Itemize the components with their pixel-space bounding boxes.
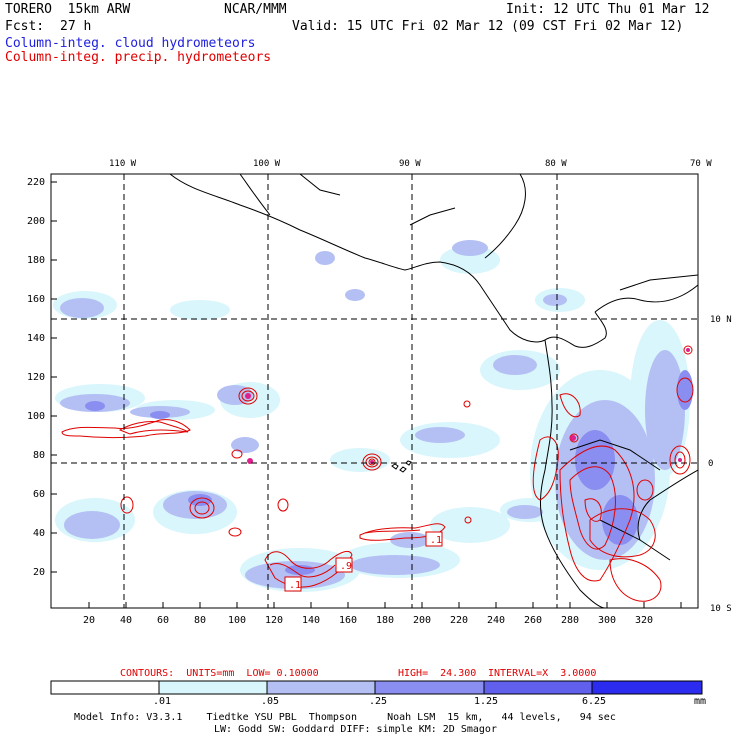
lat-label-0: 0 (708, 459, 713, 469)
y-tick-label: 200 (27, 216, 45, 227)
y-tick-label: 160 (27, 294, 45, 305)
colorbar-bin-2 (158, 680, 268, 695)
coastlines (169, 174, 698, 608)
colorbar (50, 680, 703, 695)
x-tick-label: 40 (120, 615, 132, 626)
lon-label-110w: 110 W (109, 159, 137, 169)
colorbar-bin-1 (50, 680, 160, 695)
x-tick-label: 200 (413, 615, 431, 626)
y-tick-label: 80 (33, 450, 45, 461)
x-tick-label: 20 (83, 615, 95, 626)
y-tick-label: 120 (27, 372, 45, 383)
colorbar-bin-4 (374, 680, 485, 695)
axis-ticks (51, 181, 682, 608)
y-tick-label: 20 (33, 567, 45, 578)
x-tick-label: 100 (228, 615, 246, 626)
contour-info: CONTOURS: UNITS=mm LOW= 0.10000 (120, 668, 319, 679)
x-tick-label: 140 (302, 615, 320, 626)
colorbar-bin-6 (591, 680, 703, 695)
x-tick-label: 320 (635, 615, 653, 626)
map-frame (50, 173, 699, 609)
field-precip-title: Column-integ. precip. hydrometeors (5, 50, 272, 65)
x-tick-label: 160 (339, 615, 357, 626)
y-tick-label: 140 (27, 333, 45, 344)
y-tick-label: 100 (27, 411, 45, 422)
colorbar-label: 6.25 (582, 696, 607, 707)
field-cloud-title: Column-integ. cloud hydrometeors (5, 36, 256, 51)
lon-label-90w: 90 W (399, 159, 421, 169)
model-title: TORERO 15km ARW (5, 2, 131, 17)
y-tick-label: 60 (33, 489, 45, 500)
x-tick-label: 180 (376, 615, 394, 626)
forecast-label: Fcst: (5, 19, 45, 34)
colorbar-label: .05 (261, 696, 280, 707)
y-tick-label: 40 (33, 528, 45, 539)
init-time: Init: 12 UTC Thu 01 Mar 12 (506, 2, 710, 17)
lat-label-10s: 10 S (710, 604, 732, 614)
precip-contours (61, 345, 694, 602)
colorbar-bin-5 (483, 680, 593, 695)
y-tick-label: 180 (27, 255, 45, 266)
x-tick-label: 280 (561, 615, 579, 626)
forecast-hour: 27 h (60, 19, 92, 34)
x-tick-label: 120 (265, 615, 283, 626)
colorbar-label: .25 (369, 696, 388, 707)
model-info: Model Info: V3.3.1 Tiedtke YSU PBL Thomp… (74, 712, 616, 723)
contour-label-3: .1 (289, 580, 301, 591)
x-tick-label: 80 (194, 615, 206, 626)
x-tick-label: 260 (524, 615, 542, 626)
y-tick-label: 220 (27, 177, 45, 188)
contour-label-1: .1 (430, 535, 442, 546)
contour-high: HIGH= 24.300 (398, 668, 477, 679)
contour-label-boxes (284, 531, 443, 592)
x-tick-label: 300 (598, 615, 616, 626)
x-tick-label: 220 (450, 615, 468, 626)
model-physics: LW: Godd SW: Goddard DIFF: simple KM: 2D… (214, 724, 497, 735)
x-tick-label: 240 (487, 615, 505, 626)
graticule (51, 174, 698, 608)
colorbar-bin-3 (266, 680, 376, 695)
x-tick-label: 60 (157, 615, 169, 626)
lon-label-100w: 100 W (253, 159, 281, 169)
valid-time: Valid: 15 UTC Fri 02 Mar 12 (09 CST Fri … (292, 19, 684, 34)
contour-label-2: .9 (340, 561, 352, 572)
contour-interval: INTERVAL=X 3.0000 (488, 668, 597, 679)
cloud-hydrometeor-shading (53, 240, 693, 592)
colorbar-label: .01 (153, 696, 172, 707)
lon-label-70w: 70 W (690, 159, 712, 169)
lon-label-80w: 80 W (545, 159, 567, 169)
lat-label-10n: 10 N (710, 315, 732, 325)
colorbar-units: mm (694, 696, 707, 707)
org-label: NCAR/MMM (224, 2, 287, 17)
colorbar-label: 1.25 (474, 696, 499, 707)
